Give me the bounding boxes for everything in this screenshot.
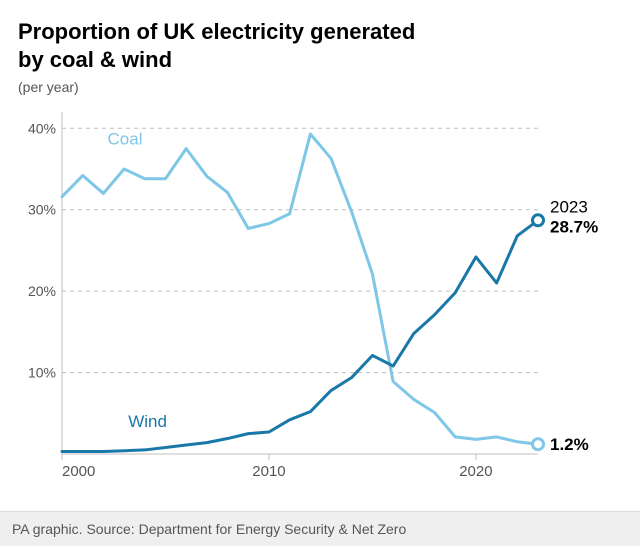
y-axis-label: 10% [28, 365, 56, 381]
chart-area: 10% 20% 30% 40% 2000 2010 2020 Coal 1.2% Wind 2023… [18, 106, 620, 488]
y-axis-label: 40% [28, 120, 56, 136]
end-label-value-wind: 28.7% [550, 217, 598, 236]
end-label-year-wind: 2023 [550, 197, 588, 216]
y-axis-label: 30% [28, 202, 56, 218]
chart-subtitle: (per year) [0, 77, 640, 95]
line-chart: 10% 20% 30% 40% 2000 2010 2020 Coal 1.2% Wind 2023… [18, 106, 620, 488]
series-label-coal: Coal [108, 130, 143, 149]
chart-page: Proportion of UK electricity generated b… [0, 0, 640, 546]
title-line-1: Proportion of UK electricity generated [18, 19, 415, 44]
end-marker-coal [533, 439, 544, 450]
chart-title: Proportion of UK electricity generated b… [0, 0, 640, 77]
title-line-2: by coal & wind [18, 47, 172, 72]
x-axis-label: 2020 [459, 463, 492, 480]
end-label-value-coal: 1.2% [550, 435, 589, 454]
source-footer: PA graphic. Source: Department for Energ… [0, 511, 640, 546]
series-line-coal [62, 134, 538, 444]
end-marker-wind [533, 215, 544, 226]
y-axis-label: 20% [28, 283, 56, 299]
x-axis-label: 2000 [62, 463, 95, 480]
x-axis-label: 2010 [252, 463, 285, 480]
series-label-wind: Wind [128, 412, 167, 431]
